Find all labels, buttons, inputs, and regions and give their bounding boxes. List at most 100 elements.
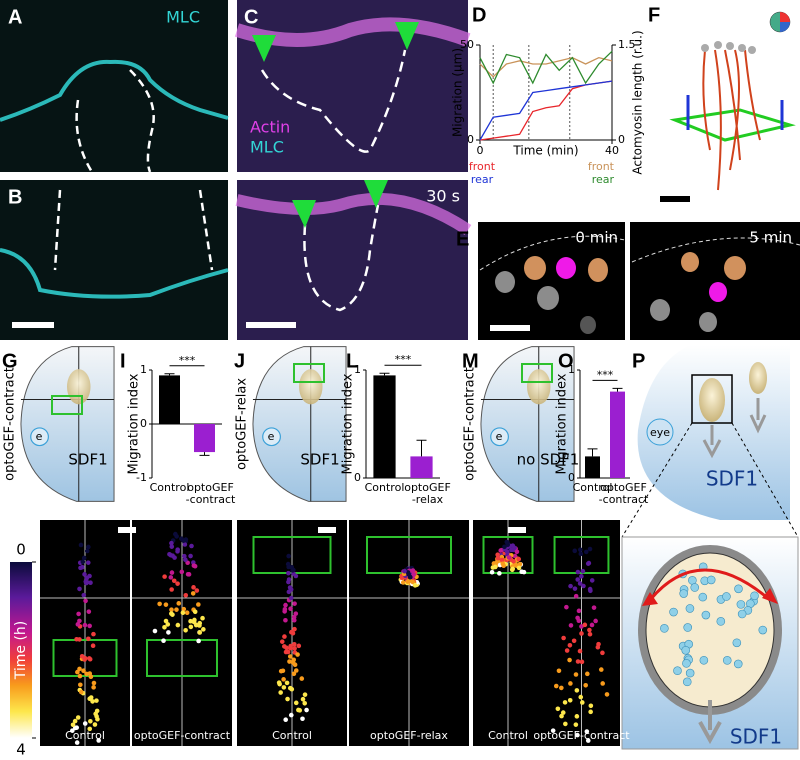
caption: optoGEF-contract: [134, 729, 231, 742]
cell-position: [406, 571, 411, 577]
cell-position: [300, 716, 305, 722]
cell-position: [293, 668, 299, 673]
y-axis-label: Migration index: [555, 373, 570, 474]
cell-position: [183, 628, 188, 633]
cell-position: [188, 553, 193, 559]
cell-position: [302, 692, 308, 697]
cell-position: [90, 643, 96, 649]
cell-position: [90, 699, 95, 704]
cell-position: [81, 555, 87, 561]
line: [479, 80, 613, 141]
cell-position: [571, 638, 577, 644]
cell-position: [88, 580, 93, 586]
flow-arrow: [648, 568, 771, 602]
cell-position: [282, 606, 288, 612]
cell-position: [82, 657, 87, 662]
cell-position: [577, 648, 583, 654]
cell-position: [179, 569, 185, 575]
cell-position: [77, 637, 82, 642]
cell-position: [190, 591, 196, 596]
x-tick-label: Control: [365, 481, 405, 494]
cell-position: [201, 627, 206, 632]
cell-position: [295, 652, 300, 657]
panel-label: B: [8, 186, 22, 208]
time-label: 5 min: [749, 229, 792, 247]
cell-position: [497, 571, 502, 576]
sig-label: ***: [597, 368, 614, 381]
caption: optoGEF-contract: [533, 729, 630, 742]
cell-position: [184, 610, 190, 616]
colorbar-tick-label: 4: [16, 741, 26, 759]
cell-position: [568, 623, 574, 628]
cell-position: [169, 611, 174, 616]
cell-position: [176, 601, 182, 606]
cell-position: [181, 538, 186, 543]
cell-position: [186, 572, 192, 577]
cell-position: [181, 606, 187, 612]
cell-position: [169, 587, 174, 592]
cell-position: [286, 589, 292, 595]
cell-position: [87, 623, 92, 629]
cell-position: [82, 572, 87, 577]
cell-position: [175, 547, 180, 552]
cell-position: [583, 682, 588, 688]
cell-position: [86, 544, 91, 550]
cell-position: [559, 713, 564, 719]
cell-position: [200, 615, 205, 621]
nucleus: [699, 655, 709, 665]
y2-axis-label: Actomyosin length (r.u.): [631, 30, 645, 174]
cell-position: [278, 690, 283, 695]
eye-label: e: [268, 430, 275, 443]
cell-position: [86, 636, 91, 642]
cell-position: [502, 544, 507, 550]
activation-region: [482, 536, 534, 574]
cell-position: [168, 552, 174, 558]
cell-position: [168, 575, 174, 580]
y2-tick-label: 0: [618, 133, 625, 146]
y2-tick-label: 1.5: [618, 38, 636, 51]
cell-position: [189, 543, 194, 549]
cell-position: [499, 557, 505, 563]
cell-position: [94, 708, 100, 714]
cell-position: [495, 552, 500, 557]
cell-position: [80, 564, 85, 570]
zoom-box: [691, 374, 733, 424]
cell-position: [175, 622, 181, 628]
condition-label: optoGEF-contract: [3, 367, 18, 481]
error-bar: [416, 439, 427, 457]
cell-position: [292, 601, 297, 606]
cue-label: SDF1: [68, 451, 107, 469]
x-tick-label: -contract: [599, 493, 649, 506]
cell-position: [585, 671, 590, 677]
cell-position: [94, 714, 99, 719]
panel-label: I: [120, 350, 126, 372]
cell-position: [70, 728, 75, 733]
cell-position: [568, 583, 573, 589]
legend-entry: front: [469, 160, 496, 173]
cell-position: [197, 620, 203, 626]
cell-position: [81, 668, 86, 673]
cell-position: [509, 567, 515, 573]
cell-position: [278, 668, 284, 674]
cell-position: [512, 553, 518, 559]
cell-position: [572, 548, 578, 554]
error-bar: [612, 387, 623, 392]
cell-position: [83, 580, 89, 586]
x-tick-label: optoGEF: [404, 481, 451, 494]
cell-position: [284, 680, 290, 686]
nucleus: [733, 659, 743, 669]
cell-position: [291, 671, 297, 677]
panel-label: F: [648, 4, 660, 26]
x-tick-label: -relax: [412, 493, 444, 506]
cell-position: [400, 580, 406, 585]
bar: [585, 456, 600, 478]
cell-position: [75, 622, 81, 627]
cell-position: [579, 700, 585, 705]
cue-label: no SDF1: [517, 451, 580, 469]
cell-position: [573, 722, 579, 727]
x-tick-label: optoGEF: [600, 481, 647, 494]
cell-position: [196, 638, 201, 644]
cell-position: [86, 609, 92, 614]
cell-position: [562, 700, 568, 705]
nucleus: [685, 604, 695, 613]
